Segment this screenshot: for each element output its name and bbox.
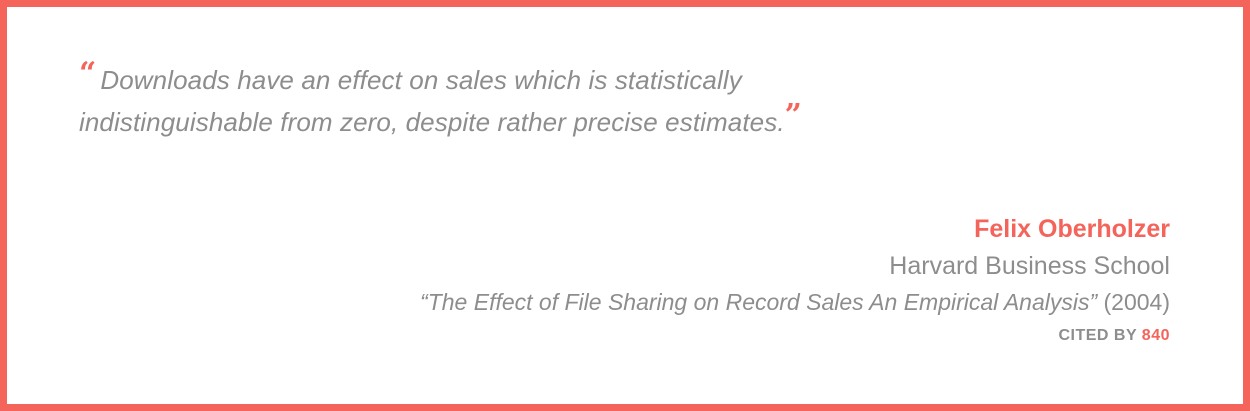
cited-by-label: CITED BY xyxy=(1058,327,1137,344)
paper-title: “The Effect of File Sharing on Record Sa… xyxy=(420,289,1098,315)
quote-text: Downloads have an effect on sales which … xyxy=(79,65,785,137)
source-citation: “The Effect of File Sharing on Record Sa… xyxy=(420,284,1170,320)
publication-year: (2004) xyxy=(1103,289,1170,315)
quote-block: “Downloads have an effect on sales which… xyxy=(79,59,839,143)
cited-by-count: 840 xyxy=(1141,327,1170,344)
close-quote-mark: ” xyxy=(784,98,803,133)
author-name: Felix Oberholzer xyxy=(974,215,1170,243)
citation-count: CITED BY 840 xyxy=(420,322,1170,350)
author-institution: Harvard Business School xyxy=(889,252,1170,280)
open-quote-mark: “ xyxy=(79,56,97,91)
attribution: Felix Oberholzer Harvard Business School… xyxy=(420,210,1170,350)
